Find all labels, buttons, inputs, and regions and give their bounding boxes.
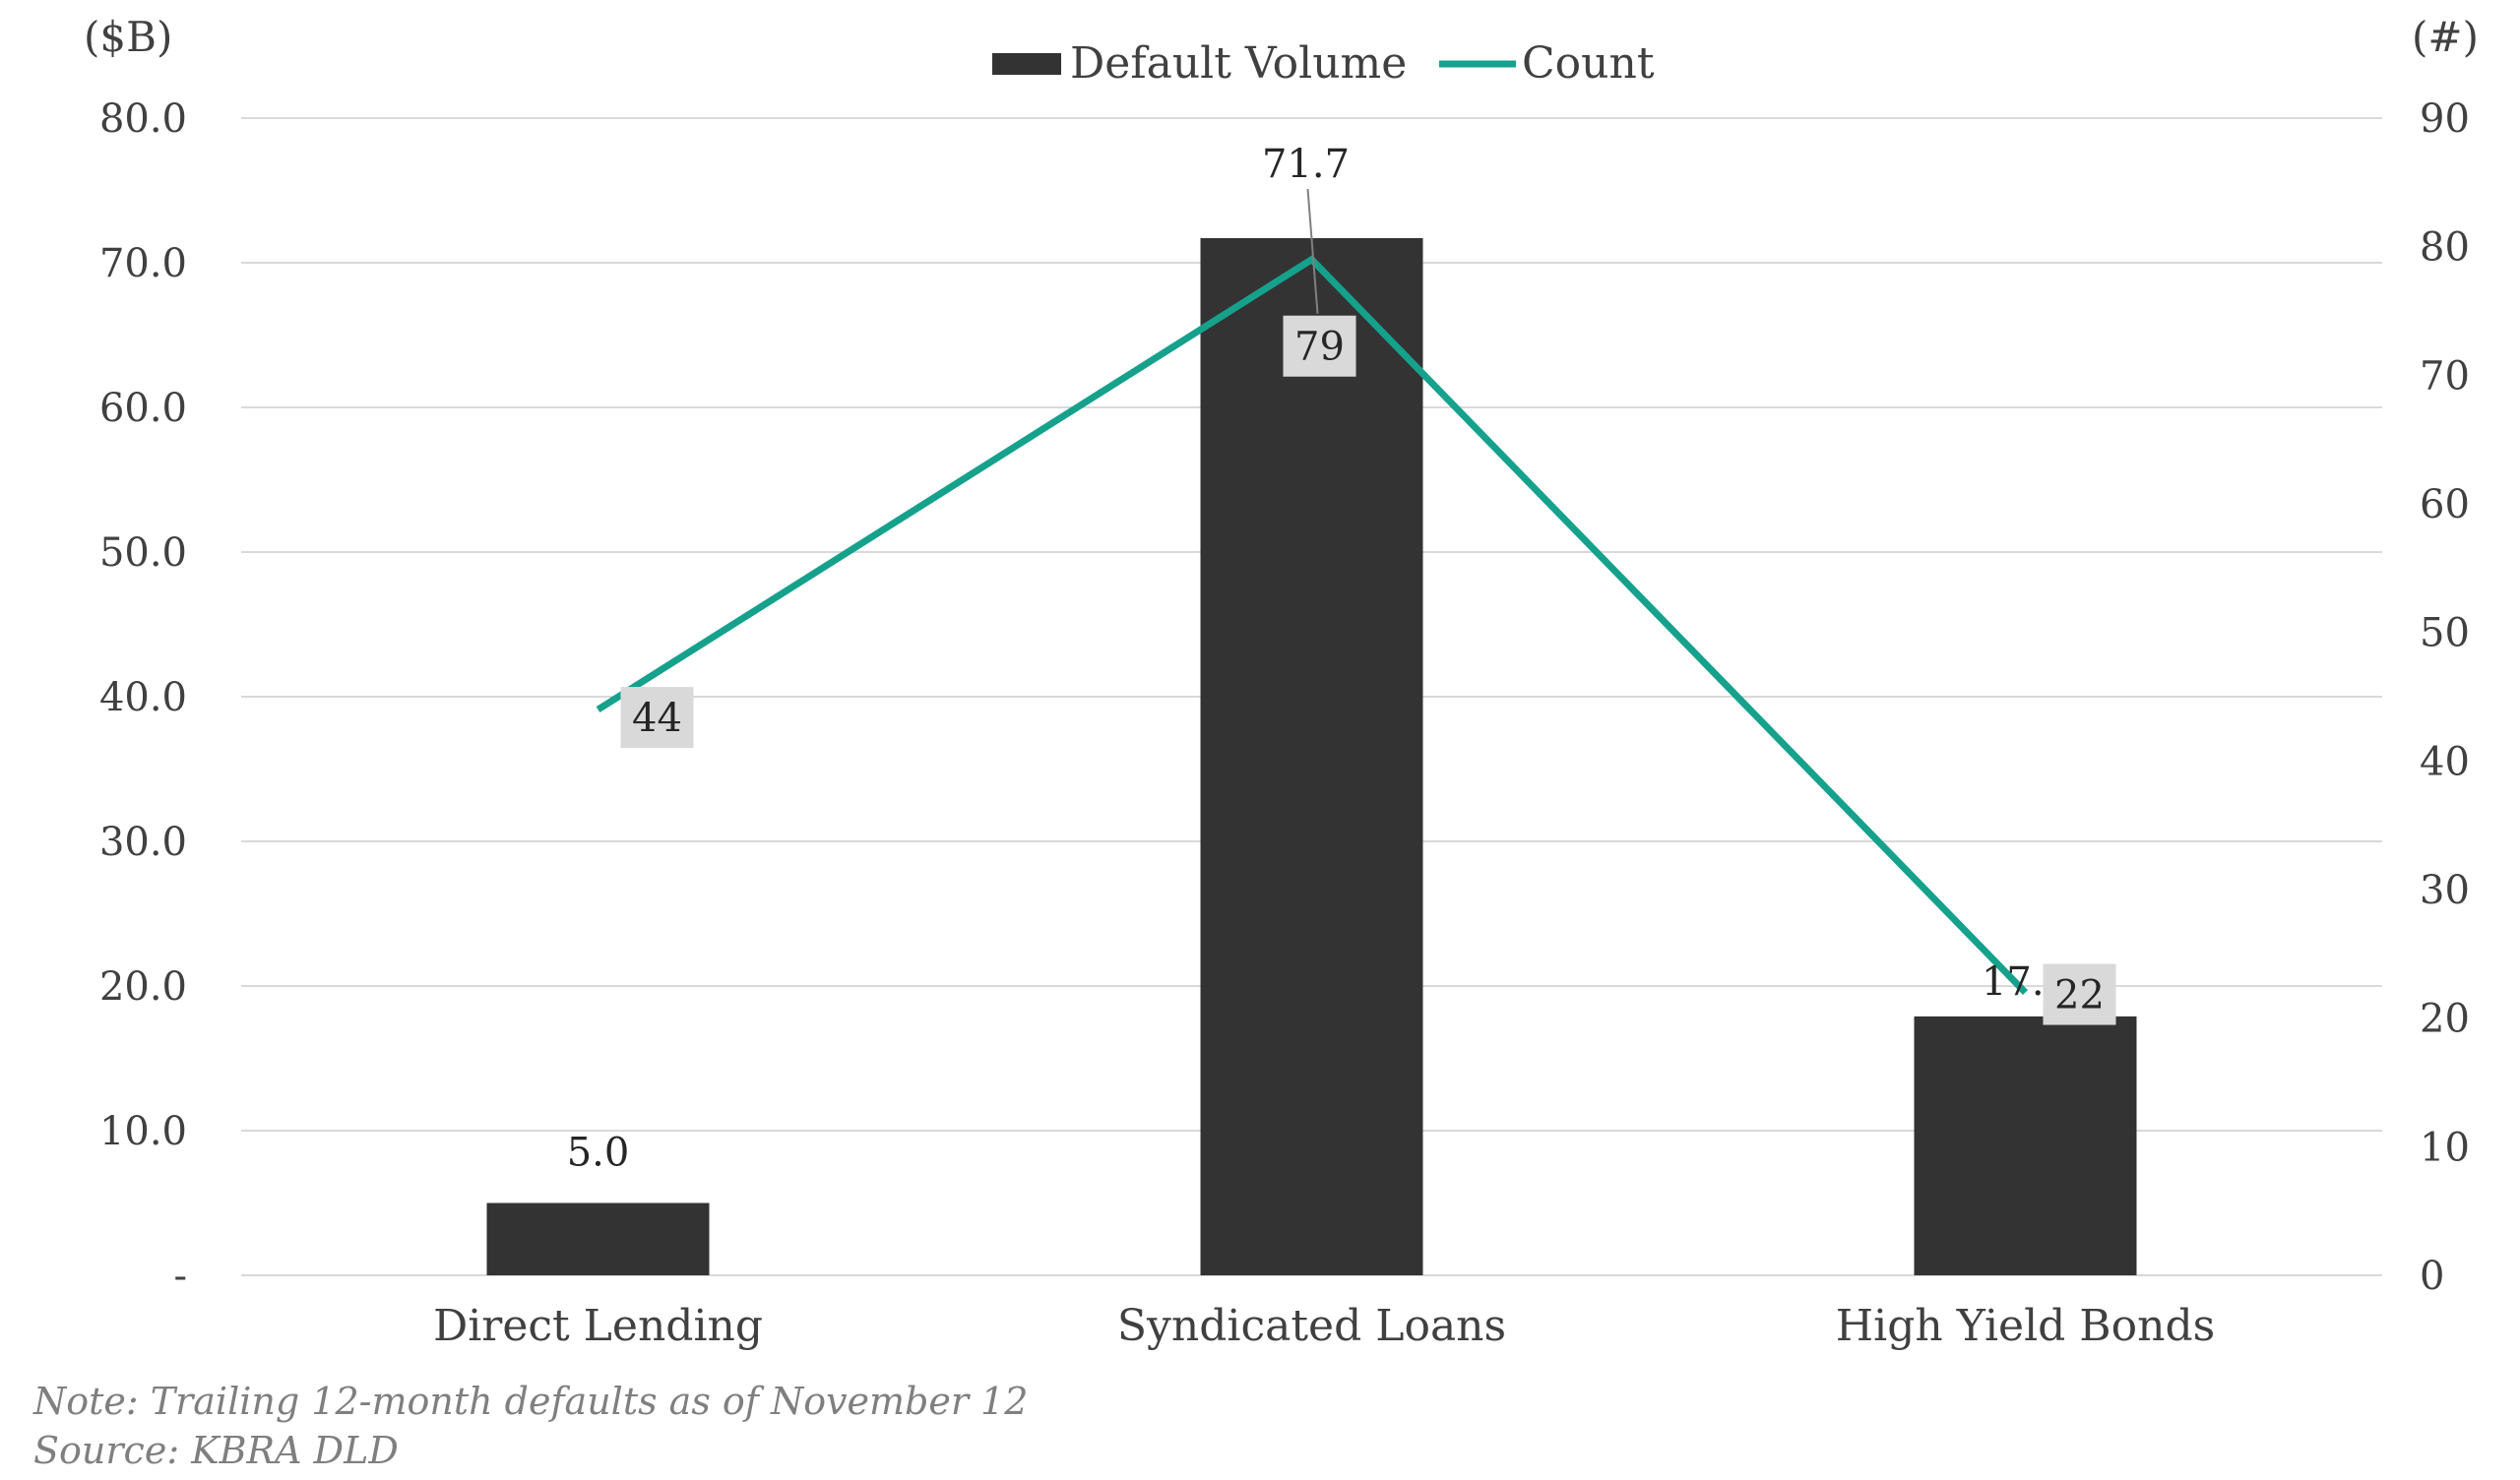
left-tick-label: 60.0 — [99, 386, 187, 431]
axes: - 10.0 20.0 30.0 40.0 50.0 60.0 70.0 80.0 0 10 20 30… — [84, 13, 2479, 1351]
left-tick-label: 30.0 — [99, 820, 187, 865]
left-tick-label: 20.0 — [99, 964, 187, 1010]
legend-label-count: Count — [1522, 38, 1655, 89]
category-label: Direct Lending — [433, 1301, 763, 1351]
category-label: Syndicated Loans — [1117, 1301, 1506, 1351]
count-value-label: 22 — [2054, 973, 2105, 1018]
count-label-box — [620, 687, 694, 749]
left-tick-label: 40.0 — [99, 675, 187, 720]
left-tick-label: 80.0 — [99, 96, 187, 142]
legend-swatch-default-volume — [992, 53, 1061, 75]
left-tick-label: 10.0 — [99, 1109, 187, 1154]
legend-label-default-volume: Default Volume — [1070, 38, 1407, 89]
bar-value-label: 5.0 — [567, 1131, 630, 1176]
right-tick-label: 10 — [2420, 1125, 2470, 1170]
count-label-box — [1283, 315, 1356, 377]
category-label: High Yield Bonds — [1836, 1301, 2215, 1351]
right-tick-label: 60 — [2420, 482, 2470, 527]
right-tick-label: 50 — [2420, 611, 2470, 656]
source-text: Source: KBRA DLD — [33, 1429, 399, 1472]
bar-default-volume — [1914, 1016, 2137, 1275]
count-value-label: 79 — [1294, 325, 1345, 370]
note-text: Note: Trailing 12-month defaults as of N… — [33, 1380, 1029, 1423]
right-tick-label: 20 — [2420, 997, 2470, 1042]
right-tick-label: 40 — [2420, 739, 2470, 784]
bar-value-label: 71.7 — [1262, 142, 1350, 187]
bar-default-volume — [1200, 238, 1423, 1275]
bars — [486, 238, 2137, 1275]
left-tick-label: 50.0 — [99, 530, 187, 576]
bar-default-volume — [486, 1202, 710, 1275]
legend: Default Volume Count — [992, 38, 1655, 89]
count-line — [596, 255, 2029, 995]
right-tick-label: 70 — [2420, 353, 2470, 399]
count-line-layer — [596, 255, 2029, 995]
right-axis-unit-label: (#) — [2412, 13, 2479, 61]
left-axis-unit-label: ($B) — [84, 13, 172, 61]
label-leader-line — [1306, 188, 1319, 314]
right-tick-label: 30 — [2420, 868, 2470, 913]
count-label-box — [2043, 963, 2116, 1025]
left-tick-label: - — [173, 1254, 187, 1299]
left-tick-label: 70.0 — [99, 241, 187, 286]
right-tick-label: 90 — [2420, 96, 2470, 142]
right-tick-label: 80 — [2420, 225, 2470, 271]
count-value-label: 44 — [632, 696, 682, 741]
right-tick-label: 0 — [2420, 1254, 2444, 1299]
